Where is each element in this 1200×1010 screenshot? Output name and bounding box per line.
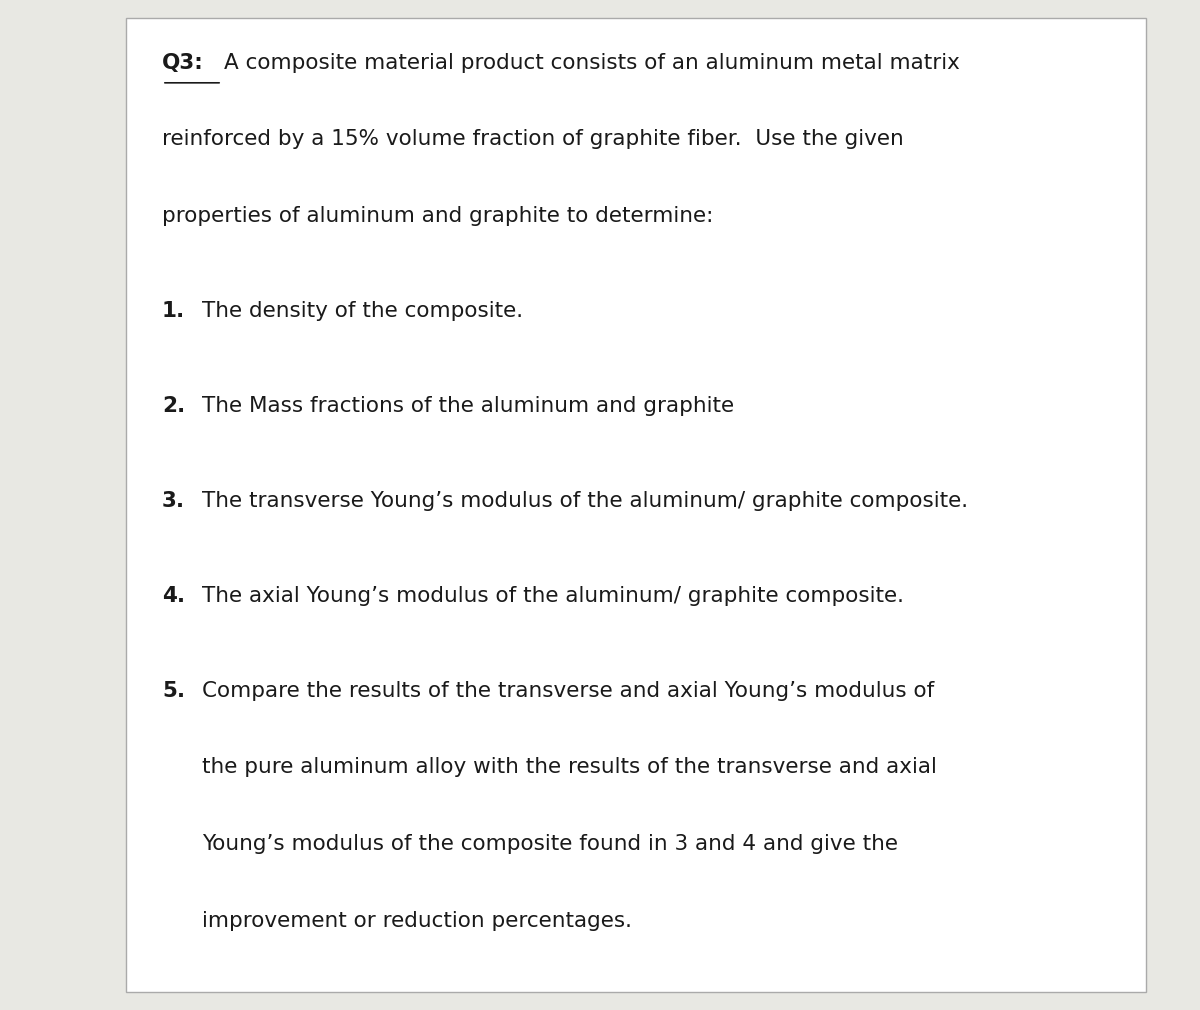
Text: Compare the results of the transverse and axial Young’s modulus of: Compare the results of the transverse an… [202, 681, 934, 701]
Text: The Mass fractions of the aluminum and graphite: The Mass fractions of the aluminum and g… [202, 396, 733, 416]
Text: the pure aluminum alloy with the results of the transverse and axial: the pure aluminum alloy with the results… [202, 758, 936, 778]
Text: 1.: 1. [162, 301, 185, 321]
Text: 5.: 5. [162, 681, 185, 701]
Text: The transverse Young’s modulus of the aluminum/ graphite composite.: The transverse Young’s modulus of the al… [202, 491, 967, 511]
Text: A composite material product consists of an aluminum metal matrix: A composite material product consists of… [224, 53, 960, 73]
Text: properties of aluminum and graphite to determine:: properties of aluminum and graphite to d… [162, 206, 713, 226]
Text: 2.: 2. [162, 396, 185, 416]
Text: improvement or reduction percentages.: improvement or reduction percentages. [202, 911, 631, 931]
Text: 3.: 3. [162, 491, 185, 511]
Text: The axial Young’s modulus of the aluminum/ graphite composite.: The axial Young’s modulus of the aluminu… [202, 586, 904, 606]
Text: reinforced by a 15% volume fraction of graphite fiber.  Use the given: reinforced by a 15% volume fraction of g… [162, 129, 904, 149]
Text: Young’s modulus of the composite found in 3 and 4 and give the: Young’s modulus of the composite found i… [202, 834, 898, 854]
Text: The density of the composite.: The density of the composite. [202, 301, 523, 321]
Text: 4.: 4. [162, 586, 185, 606]
Text: Q3:: Q3: [162, 53, 204, 73]
